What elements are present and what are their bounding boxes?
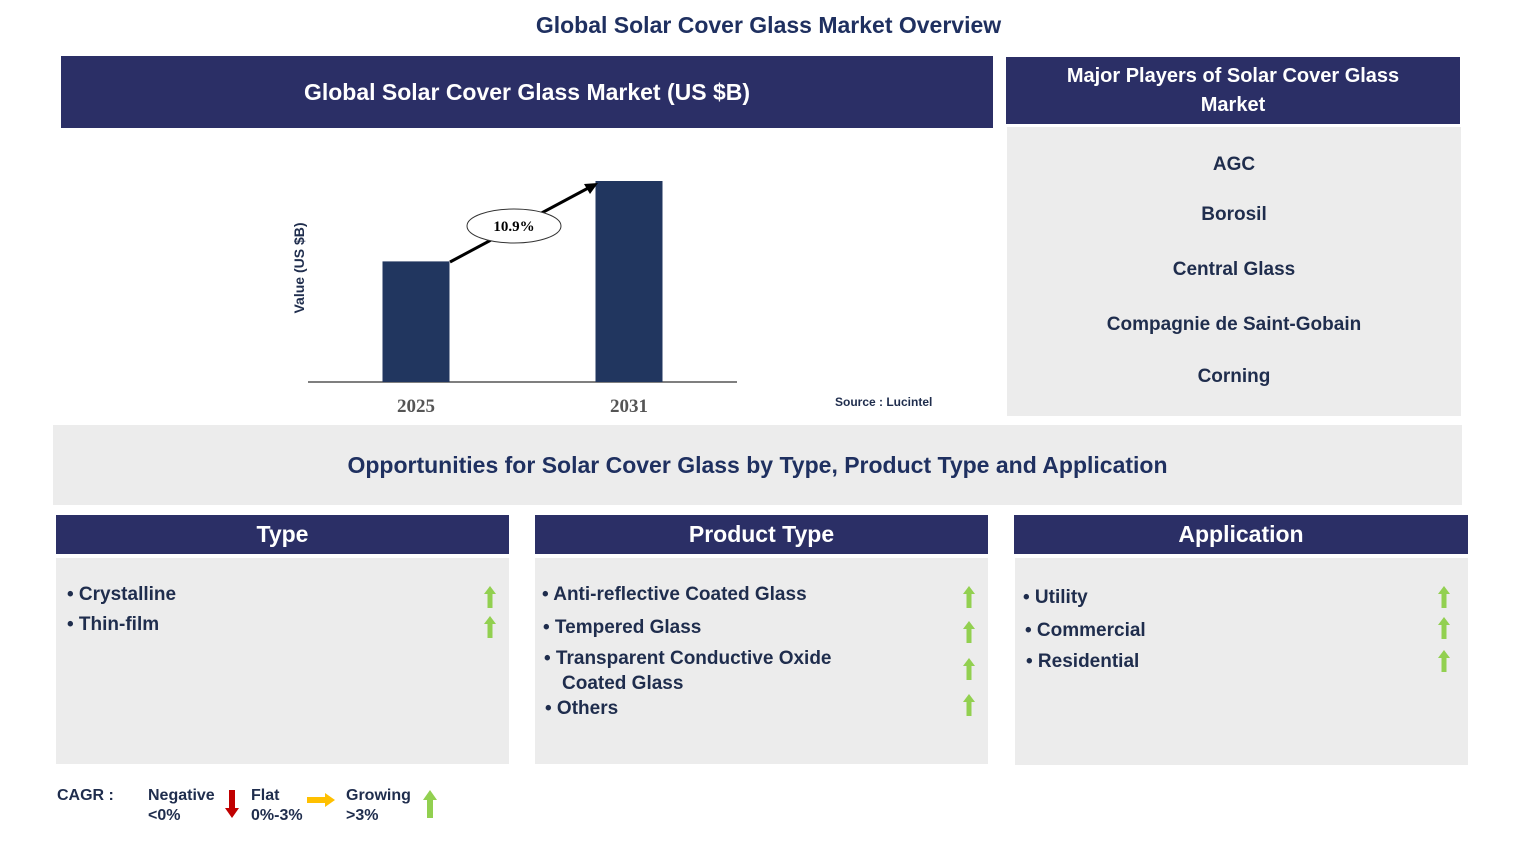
player-item: Borosil [1201,204,1267,225]
product-type-item: • Anti-reflective Coated Glass [542,584,807,605]
growing-arrow-icon [1438,617,1450,639]
legend-negative-range: <0% [148,807,181,824]
cagr-bubble [466,208,562,244]
type-item: • Crystalline [67,584,177,605]
players-header: Major Players of Solar Cover Glass Marke… [1006,57,1460,124]
player-item: Central Glass [1172,259,1296,280]
page-title: Global Solar Cover Glass Market Overview [535,12,1002,38]
player-item: Compagnie de Saint-Gobain [1106,314,1362,335]
growing-arrow-icon [963,621,975,643]
growing-arrow-icon [963,694,975,716]
application-header: Application [1014,515,1468,554]
negative-arrow-icon [225,790,239,818]
growth-arrow-head [584,183,598,194]
legend-negative: Negative <0% [148,786,215,826]
legend-negative-name: Negative [148,787,215,804]
bar-2025 [382,261,450,382]
bar-2031 [595,181,663,382]
opportunities-title: Opportunities for Solar Cover Glass by T… [53,425,1462,505]
legend-growing: Growing >3% [346,786,411,826]
legend-flat: Flat 0%-3% [251,786,303,826]
type-panel: • Crystalline • Thin-film [56,558,509,764]
x-tick-2025: 2025 [397,396,435,417]
growing-arrow-icon [963,586,975,608]
growing-arrow-icon [963,658,975,680]
growing-arrow-icon [1438,650,1450,672]
type-item: • Thin-film [67,614,160,635]
cagr-label: 10.9% [493,219,534,235]
application-item: • Residential [1026,651,1140,672]
y-axis-label: Value (US $B) [291,222,307,313]
growing-arrow-icon [423,790,437,818]
application-panel: • Utility • Commercial • Residential [1015,558,1468,765]
product-type-header: Product Type [535,515,988,554]
legend-flat-name: Flat [251,787,280,804]
application-item: • Commercial [1025,620,1146,641]
growing-arrow-icon [484,616,496,638]
product-type-item: • Tempered Glass [543,617,702,638]
player-item: AGC [1212,154,1256,175]
product-type-item: Coated Glass [562,673,684,694]
application-item: • Utility [1023,587,1088,608]
x-tick-2031: 2031 [610,396,648,417]
source-label: Source : Lucintel [835,395,933,409]
legend-growing-name: Growing [346,787,411,804]
product-type-item: • Transparent Conductive Oxide [544,648,832,669]
growing-arrow-icon [1438,586,1450,608]
flat-arrow-icon [307,793,335,807]
type-header: Type [56,515,509,554]
players-panel: AGC Borosil Central Glass Compagnie de S… [1007,127,1461,416]
market-panel-header: Global Solar Cover Glass Market (US $B) [61,56,993,128]
player-item: Corning [1197,366,1271,387]
product-type-panel: • Anti-reflective Coated Glass • Tempere… [535,558,988,764]
cagr-legend-label: CAGR : [57,787,114,804]
legend-growing-range: >3% [346,807,379,824]
legend-flat-range: 0%-3% [251,807,303,824]
product-type-item: • Others [545,698,619,719]
growing-arrow-icon [484,586,496,608]
bar-chart: Value (US $B) 10.9% 2025 2031 [291,181,737,417]
